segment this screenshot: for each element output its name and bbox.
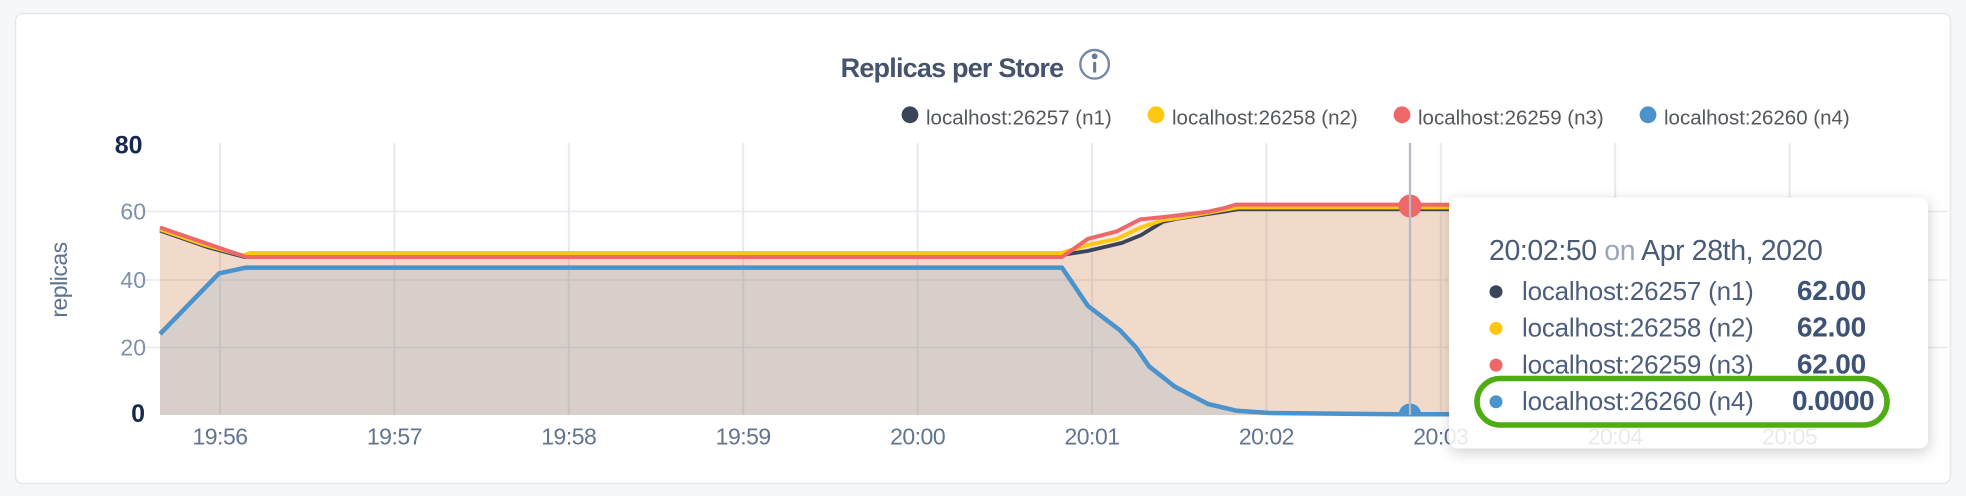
svg-text:19:58: 19:58 <box>541 424 596 450</box>
svg-text:19:57: 19:57 <box>367 424 422 450</box>
svg-text:localhost:26257 (n1): localhost:26257 (n1) <box>1522 276 1754 306</box>
svg-text:0: 0 <box>131 400 145 428</box>
svg-text:localhost:26258 (n2): localhost:26258 (n2) <box>1172 106 1358 129</box>
svg-text:62.00: 62.00 <box>1797 348 1866 379</box>
svg-text:localhost:26259 (n3): localhost:26259 (n3) <box>1418 106 1604 129</box>
svg-text:20:03: 20:03 <box>1413 424 1468 450</box>
svg-text:62.00: 62.00 <box>1797 275 1866 306</box>
svg-text:40: 40 <box>120 267 146 293</box>
svg-text:localhost:26258 (n2): localhost:26258 (n2) <box>1522 313 1754 343</box>
svg-text:20:02: 20:02 <box>1239 424 1294 450</box>
svg-text:80: 80 <box>115 132 143 160</box>
svg-text:20:02:50 on Apr 28th, 2020: 20:02:50 on Apr 28th, 2020 <box>1489 235 1823 267</box>
svg-text:localhost:26260 (n4): localhost:26260 (n4) <box>1664 106 1850 129</box>
svg-text:20:05: 20:05 <box>1762 424 1817 450</box>
svg-text:20:04: 20:04 <box>1588 424 1644 450</box>
svg-text:localhost:26260 (n4): localhost:26260 (n4) <box>1522 386 1754 416</box>
svg-text:0.0000: 0.0000 <box>1792 385 1874 416</box>
svg-text:replicas: replicas <box>46 242 72 317</box>
svg-text:19:59: 19:59 <box>716 424 771 450</box>
svg-text:20:00: 20:00 <box>890 424 945 450</box>
svg-text:localhost:26259 (n3): localhost:26259 (n3) <box>1522 349 1754 379</box>
svg-text:Replicas per Store: Replicas per Store <box>841 53 1064 83</box>
svg-text:20: 20 <box>120 335 146 361</box>
svg-text:62.00: 62.00 <box>1797 312 1866 343</box>
svg-text:localhost:26257 (n1): localhost:26257 (n1) <box>926 106 1112 129</box>
svg-text:20:01: 20:01 <box>1064 424 1119 450</box>
svg-text:19:56: 19:56 <box>192 424 247 450</box>
svg-text:60: 60 <box>120 199 146 225</box>
